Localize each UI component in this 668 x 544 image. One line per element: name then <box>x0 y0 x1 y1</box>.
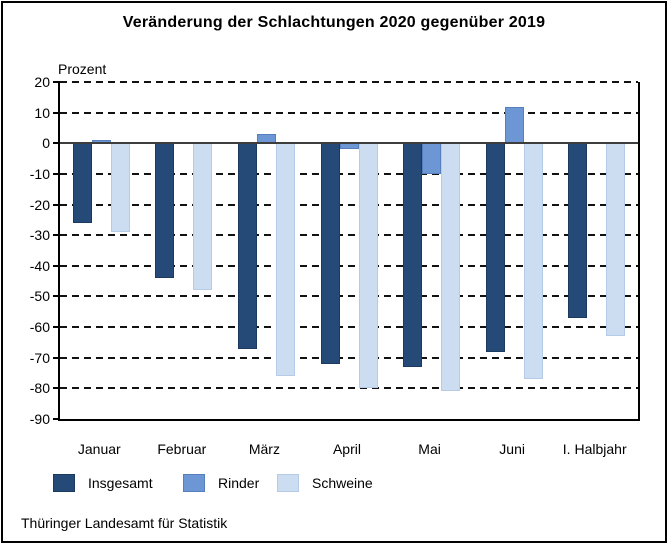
gridline <box>60 234 638 237</box>
legend-swatch-insgesamt <box>53 474 75 492</box>
bar-insgesamt-april <box>320 143 340 364</box>
y-axis-tick-label: -30 <box>29 227 50 244</box>
y-axis-tick <box>53 203 60 206</box>
gridline <box>60 387 638 390</box>
y-axis-tick <box>53 234 60 237</box>
gridline <box>60 111 638 114</box>
y-axis-tick-label: 10 <box>34 104 50 121</box>
legend-label: Rinder <box>218 475 260 491</box>
bar-schweine-mrz <box>275 143 295 377</box>
y-axis-tick <box>53 111 60 114</box>
gridline <box>60 81 638 83</box>
x-axis-label: Januar <box>77 441 121 457</box>
y-axis-tick <box>53 295 60 298</box>
bar-rinder-mai <box>422 143 442 174</box>
x-axis-label: April <box>332 441 361 457</box>
y-axis-tick <box>53 326 60 329</box>
y-axis-tick <box>53 142 60 145</box>
y-axis-tick-label: -70 <box>29 349 50 366</box>
bar-schweine-mai <box>441 143 461 392</box>
x-axis-label: Juni <box>499 441 525 457</box>
y-axis-tick-label: -50 <box>29 288 50 305</box>
y-axis-tick-label: -80 <box>29 380 50 397</box>
gridline <box>60 356 638 359</box>
bar-schweine-januar <box>110 143 130 233</box>
bar-insgesamt-mrz <box>237 143 257 349</box>
bar-schweine-april <box>358 143 378 389</box>
y-axis-tick <box>53 264 60 267</box>
bar-schweine-februar <box>193 143 213 291</box>
bar-schweine-ihalbjahr <box>606 143 626 337</box>
bar-schweine-juni <box>523 143 543 380</box>
bar-insgesamt-mai <box>403 143 423 367</box>
legend-item-rinder: Rinder <box>183 474 259 492</box>
bar-rinder-juni <box>504 106 524 144</box>
y-axis-tick-label: -90 <box>29 411 50 427</box>
x-axis-label: I. Halbjahr <box>562 441 627 457</box>
x-axis-label: Februar <box>157 441 207 457</box>
bar-insgesamt-januar <box>72 143 92 223</box>
y-axis-tick <box>53 356 60 359</box>
legend-label: Schweine <box>312 475 373 491</box>
source-note: Thüringer Landesamt für Statistik <box>21 515 228 531</box>
y-axis-tick-label: 0 <box>42 135 50 152</box>
y-axis-tick-label: -20 <box>29 196 50 213</box>
y-axis-tick-label: -40 <box>29 257 50 274</box>
plot-area: 20 10 0 -10 -20 -30 -40 -50 -60 -70 -80 -90 <box>30 74 640 427</box>
x-axis-labels: Januar Februar März April Mai Juni I. Halbjahr <box>58 439 636 459</box>
y-axis-tick <box>53 387 60 390</box>
legend-label: Insgesamt <box>88 475 153 491</box>
gridline <box>60 203 638 206</box>
gridline <box>60 172 638 175</box>
y-axis-tick-label: 20 <box>34 74 50 90</box>
legend-swatch-schweine <box>277 474 299 492</box>
legend-swatch-rinder <box>183 474 205 492</box>
gridline <box>60 326 638 329</box>
y-axis-tick-label: -60 <box>29 319 50 336</box>
y-axis-tick <box>53 81 60 83</box>
x-axis-label: Mai <box>418 441 441 457</box>
y-axis-unit-label: Prozent <box>58 61 107 77</box>
gridline <box>60 264 638 267</box>
bar-insgesamt-februar <box>155 143 175 279</box>
y-axis-tick <box>53 172 60 175</box>
x-axis-label: März <box>248 441 280 457</box>
y-axis-tick <box>53 418 60 420</box>
bar-insgesamt-ihalbjahr <box>568 143 588 318</box>
chart-title: Veränderung der Schlachtungen 2020 gegen… <box>122 14 546 31</box>
zero-line <box>60 142 638 145</box>
bar-insgesamt-juni <box>485 143 505 352</box>
legend-item-schweine: Schweine <box>277 474 373 492</box>
gridline <box>60 295 638 298</box>
legend-item-insgesamt: Insgesamt <box>53 474 153 492</box>
y-axis-tick-label: -10 <box>29 165 50 182</box>
legend: Insgesamt Rinder Schweine <box>3 474 665 496</box>
